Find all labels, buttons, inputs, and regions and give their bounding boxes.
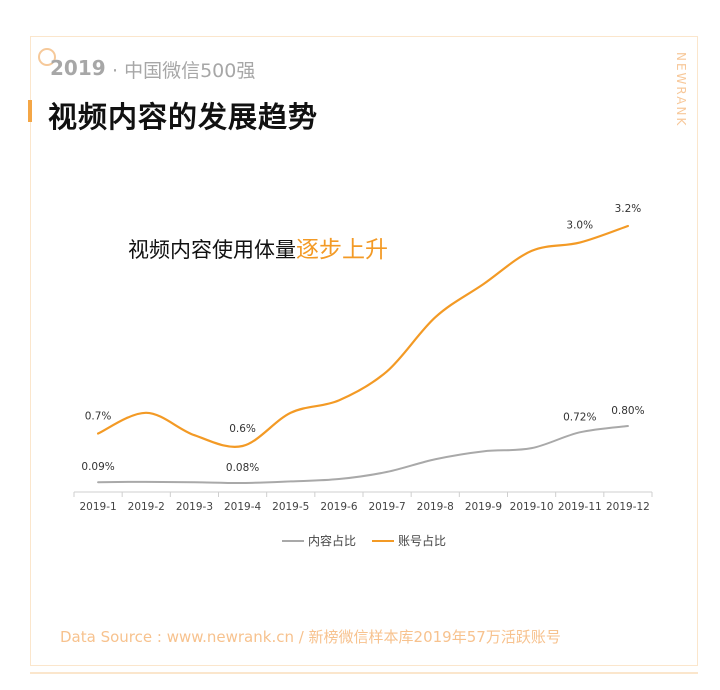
data-source: Data Source : www.newrank.cn / 新榜微信样本库20… [60, 628, 561, 646]
data-label: 0.7% [85, 411, 112, 423]
card-frame-bottom [30, 672, 698, 674]
data-label: 3.2% [615, 203, 642, 215]
data-label: 3.0% [566, 220, 593, 232]
legend-label-content: 内容占比 [308, 534, 357, 548]
header-year: 2019 [50, 56, 106, 80]
data-label: 0.72% [563, 411, 596, 423]
legend-label-account: 账号占比 [398, 534, 447, 548]
legend-item-account: 账号占比 [372, 532, 446, 549]
chart-legend: 内容占比 账号占比 [282, 532, 446, 549]
data-label: 0.09% [81, 461, 114, 473]
x-tick-label: 2019-2 [128, 501, 165, 513]
page-title: 视频内容的发展趋势 [48, 100, 319, 134]
data-label: 0.6% [229, 423, 256, 435]
headline-highlight: 逐步上升 [296, 237, 388, 263]
data-label: 0.80% [611, 405, 644, 417]
x-tick-label: 2019-1 [79, 501, 116, 513]
x-tick-label: 2019-10 [510, 501, 554, 513]
x-tick-label: 2019-8 [417, 501, 454, 513]
brand-watermark: NEWRANK [674, 52, 688, 128]
legend-item-content: 内容占比 [282, 532, 356, 549]
legend-swatch-content [282, 539, 304, 542]
corner-circle-decoration [38, 48, 56, 66]
x-tick-label: 2019-12 [606, 501, 650, 513]
header-subtitle: · 中国微信500强 [112, 60, 256, 82]
title-accent-bar [28, 100, 32, 122]
card-frame [30, 36, 698, 666]
series-line-account [96, 224, 630, 448]
x-tick-label: 2019-7 [368, 501, 405, 513]
chart-headline: 视频内容使用体量逐步上升 [128, 230, 388, 264]
headline-text: 视频内容使用体量 [128, 238, 296, 262]
legend-swatch-account [372, 539, 395, 542]
series-line-content [97, 425, 629, 485]
x-tick-label: 2019-4 [224, 501, 262, 513]
x-tick-label: 2019-9 [465, 501, 502, 513]
x-tick-label: 2019-5 [272, 501, 309, 513]
x-tick-label: 2019-11 [558, 501, 602, 513]
x-tick-label: 2019-3 [176, 501, 213, 513]
data-label: 0.08% [226, 462, 259, 474]
x-tick-label: 2019-6 [320, 501, 358, 513]
